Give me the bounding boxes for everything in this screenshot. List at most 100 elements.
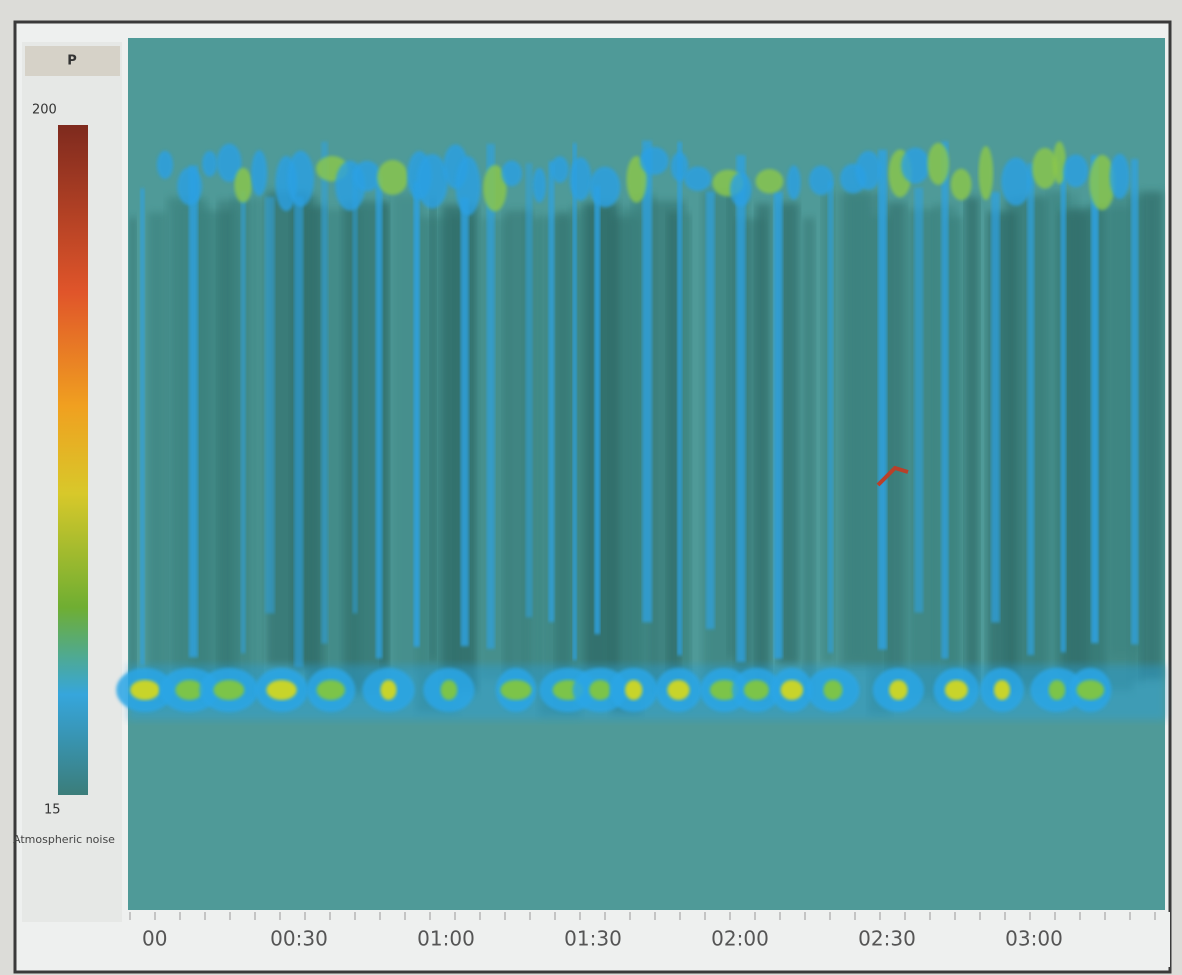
blue-streak [486,144,494,649]
blue-streak [941,141,948,658]
upper-blob [589,167,620,208]
dark-stripe [1140,192,1163,680]
upper-blob [533,168,547,203]
spot-core [994,680,1010,700]
colorbar-max-label: 200 [32,103,57,118]
blue-streak [1131,159,1139,644]
blue-streak [991,192,1000,623]
dark-stripe [683,213,692,706]
colorbar-title: P [67,54,77,69]
spot-core [175,680,203,700]
blue-streak [914,188,923,613]
upper-blob [202,151,217,177]
spot-core [625,680,642,700]
spot-core [317,680,345,700]
dark-stripe [357,202,376,694]
dark-stripe [755,204,771,704]
dark-stripe [130,218,136,690]
upper-blob [1001,158,1031,206]
time-label: 01:00 [417,927,475,951]
spot-core [889,680,908,700]
time-label: 02:00 [711,927,769,951]
time-label: 03:00 [1005,927,1063,951]
spot-core [214,680,245,700]
blue-streak [140,188,145,665]
spot-core [945,680,968,700]
upper-blob [234,168,251,203]
blue-streak [241,191,246,653]
blue-streak [294,196,303,667]
dark-stripe [965,197,979,689]
upper-blob [1110,154,1130,199]
blue-streak [321,142,328,644]
dark-stripe [727,194,734,657]
upper-blob [377,160,408,195]
upper-blob [157,151,173,179]
dark-stripe [846,193,869,662]
upper-blob [353,161,381,192]
upper-blob [901,147,930,183]
spot-core [500,680,531,700]
upper-blob [177,167,202,205]
spot-core [266,680,296,700]
blue-streak [736,155,745,662]
spectrogram [116,38,1165,910]
blue-streak [706,191,715,629]
spot-core [744,680,769,700]
upper-blob [809,165,834,195]
upper-blob [979,146,994,200]
blue-streak [677,142,682,655]
upper-blob [551,156,569,183]
spot-core [130,680,160,700]
upper-blob [855,151,881,190]
dark-stripe [803,218,815,698]
time-label: 00 [142,927,167,951]
upper-blob [501,161,522,187]
dark-stripe [555,212,571,707]
blue-streak [352,169,357,613]
upper-blob [640,147,669,175]
spot-core [1049,680,1066,700]
upper-blob [569,157,591,201]
blue-streak [642,141,652,623]
blue-streak [526,163,533,617]
blue-streak [1061,170,1066,652]
upper-blob [730,173,752,207]
spot-core [1077,680,1105,700]
upper-blob [1063,154,1088,187]
blue-streak [878,150,887,650]
blue-streak [594,186,600,634]
dark-stripe [430,197,436,660]
spot-core [380,680,396,700]
upper-blob [287,151,314,207]
colorbar-caption: Atmospheric noise [13,833,115,846]
dark-stripe [886,202,906,682]
time-label: 01:30 [564,927,622,951]
spot-core [781,680,803,700]
colorbar [58,125,88,795]
spot-core [441,680,458,700]
blue-streak [376,178,383,659]
blue-streak [265,197,275,613]
blue-streak [573,143,577,660]
blue-streak [189,165,198,657]
upper-blob [416,154,448,208]
time-label: 00:30 [270,927,328,951]
colorbar-min-label: 15 [44,803,61,818]
upper-blob [1053,141,1066,184]
time-label: 02:30 [858,927,916,951]
blue-streak [1027,163,1034,655]
upper-blob [251,150,267,196]
upper-blob [684,166,711,191]
spot-core [823,680,842,700]
blue-streak [1091,155,1099,643]
blue-streak [774,192,783,659]
upper-blob [951,169,972,201]
blue-streak [548,161,554,622]
blue-streak [414,182,420,647]
screen: P 200 15 Atmospheric noise 00 00:30 01:00 0… [0,0,1182,975]
upper-blob [756,169,784,193]
blue-streak [460,198,468,646]
dark-stripe [148,213,167,703]
upper-blob [456,156,481,215]
